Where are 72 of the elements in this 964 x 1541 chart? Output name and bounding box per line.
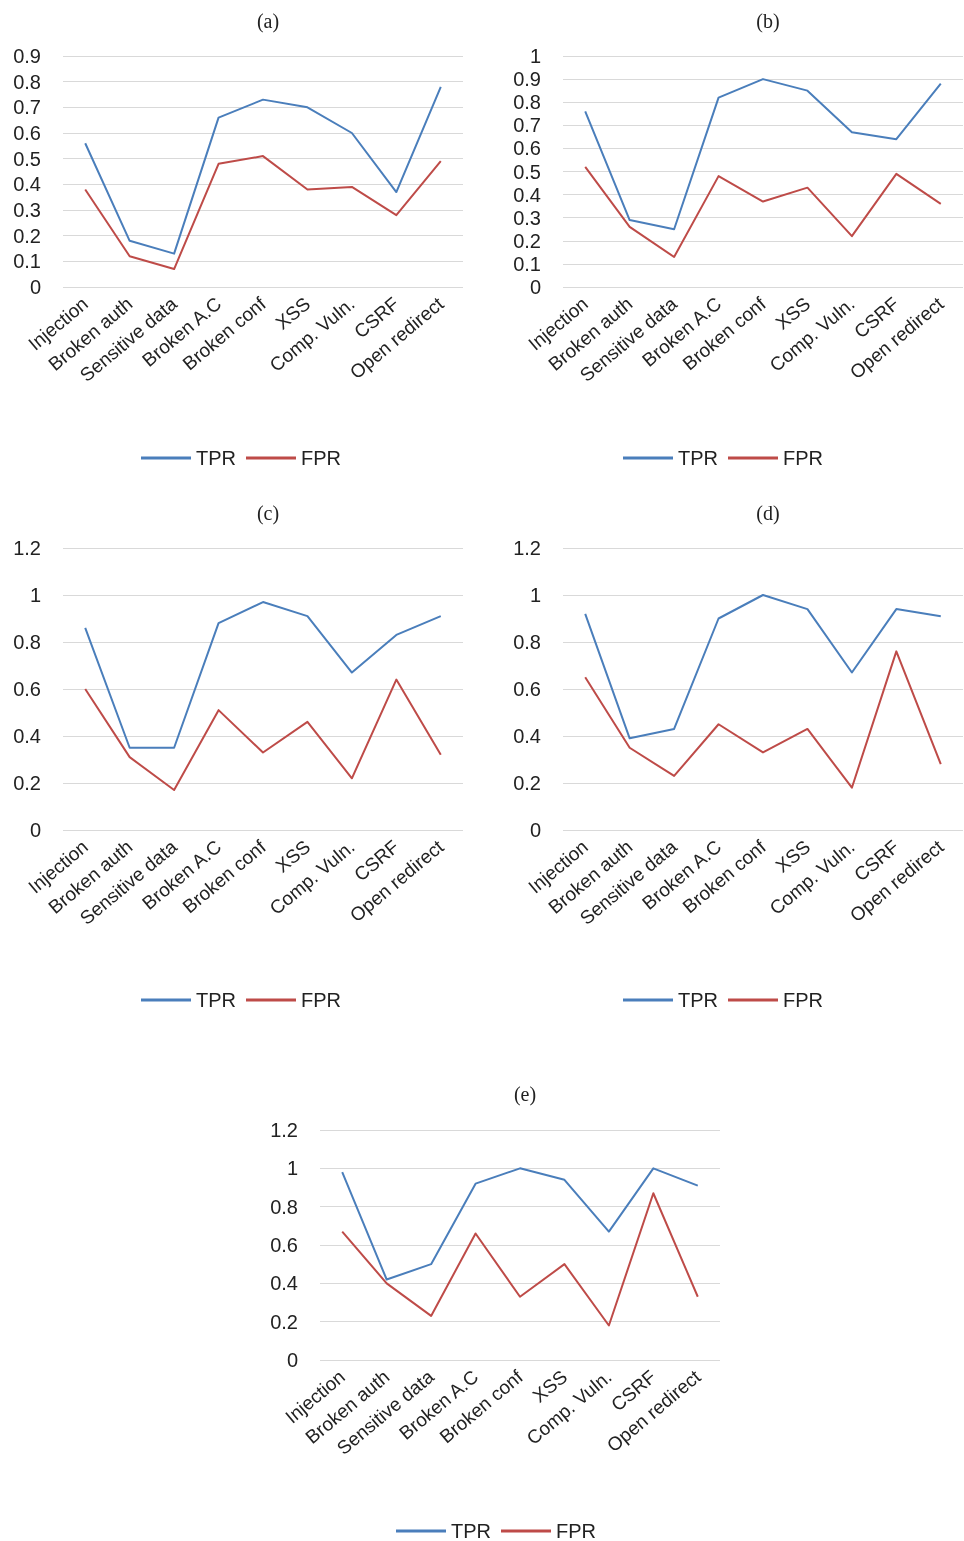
y-tick-label: 0 bbox=[29, 819, 41, 841]
y-tick-label: 0 bbox=[29, 276, 41, 298]
line-series bbox=[584, 78, 942, 231]
y-tick-label: 0.7 bbox=[13, 96, 41, 119]
y-tick-label: 0.2 bbox=[13, 772, 41, 794]
chart-title: (e) bbox=[513, 1083, 537, 1106]
y-tick-label: 0.6 bbox=[13, 122, 41, 144]
y-tick-label: 0.2 bbox=[513, 229, 541, 252]
chart-title: (c) bbox=[256, 502, 280, 525]
y-tick-label: 1 bbox=[529, 584, 541, 606]
y-tick-label: 0 bbox=[529, 819, 541, 841]
y-tick-label: 0.4 bbox=[513, 725, 541, 747]
y-tick-label: 1.2 bbox=[270, 1119, 298, 1141]
line-series bbox=[84, 155, 442, 271]
chart-title: (a) bbox=[256, 10, 280, 33]
y-tick-label: 0.6 bbox=[513, 137, 541, 160]
y-tick-label: 0.2 bbox=[513, 772, 541, 794]
line-series bbox=[584, 165, 942, 258]
y-tick-label: 0.3 bbox=[513, 206, 541, 229]
y-tick-label: 0.9 bbox=[13, 45, 41, 67]
y-tick-label: 0.4 bbox=[13, 173, 41, 196]
y-tick-label: 0.4 bbox=[13, 725, 41, 747]
y-tick-label: 0.8 bbox=[13, 631, 41, 653]
legend-label: FPR bbox=[301, 447, 341, 469]
line-series bbox=[584, 650, 942, 789]
x-tick-label: XSS bbox=[771, 292, 815, 334]
y-tick-label: 0.6 bbox=[13, 678, 41, 700]
line-series bbox=[84, 85, 442, 255]
y-tick-label: 1.2 bbox=[13, 537, 41, 559]
legend-label: TPR bbox=[678, 447, 718, 469]
y-tick-label: 1 bbox=[286, 1157, 298, 1180]
legend-label: TPR bbox=[678, 989, 718, 1011]
legend-label: TPR bbox=[196, 989, 236, 1011]
y-tick-label: 0.2 bbox=[13, 224, 41, 247]
y-tick-label: 0.7 bbox=[513, 114, 541, 137]
y-tick-label: 0.5 bbox=[513, 160, 541, 183]
x-tick-label: XSS bbox=[528, 1365, 572, 1407]
y-tick-label: 0.6 bbox=[513, 678, 541, 700]
x-tick-label: XSS bbox=[771, 835, 815, 877]
x-tick-label: XSS bbox=[271, 292, 315, 334]
y-tick-label: 0.4 bbox=[513, 183, 541, 206]
y-tick-label: 0.1 bbox=[13, 250, 41, 273]
line-series bbox=[84, 678, 442, 792]
y-tick-label: 0.6 bbox=[270, 1234, 298, 1256]
y-tick-label: 0.8 bbox=[270, 1195, 298, 1218]
line-series bbox=[584, 594, 942, 740]
y-tick-label: 0.1 bbox=[513, 252, 541, 275]
y-tick-label: 0 bbox=[286, 1349, 298, 1371]
legend-label: FPR bbox=[783, 989, 823, 1011]
y-tick-label: 1 bbox=[29, 584, 41, 606]
y-tick-label: 1 bbox=[529, 45, 541, 67]
line-series bbox=[341, 1192, 699, 1327]
legend-label: TPR bbox=[196, 447, 236, 469]
y-tick-label: 0.8 bbox=[513, 631, 541, 653]
chart-title: (d) bbox=[756, 502, 780, 525]
chart-title: (b) bbox=[756, 10, 780, 33]
legend-label: FPR bbox=[783, 447, 823, 469]
y-tick-label: 0.9 bbox=[513, 68, 541, 91]
y-tick-label: 0.2 bbox=[270, 1310, 298, 1333]
y-tick-label: 1.2 bbox=[513, 537, 541, 559]
legend-label: TPR bbox=[451, 1520, 491, 1541]
y-tick-label: 0.5 bbox=[13, 147, 41, 170]
y-tick-label: 0.8 bbox=[513, 91, 541, 114]
line-series bbox=[341, 1167, 699, 1281]
y-tick-label: 0 bbox=[529, 276, 541, 298]
legend-label: FPR bbox=[301, 989, 341, 1011]
y-tick-label: 0.8 bbox=[13, 70, 41, 93]
x-tick-label: XSS bbox=[271, 835, 315, 877]
line-series bbox=[84, 601, 442, 749]
legend-label: FPR bbox=[556, 1520, 596, 1541]
y-tick-label: 0.3 bbox=[13, 199, 41, 221]
y-tick-label: 0.4 bbox=[270, 1272, 298, 1295]
